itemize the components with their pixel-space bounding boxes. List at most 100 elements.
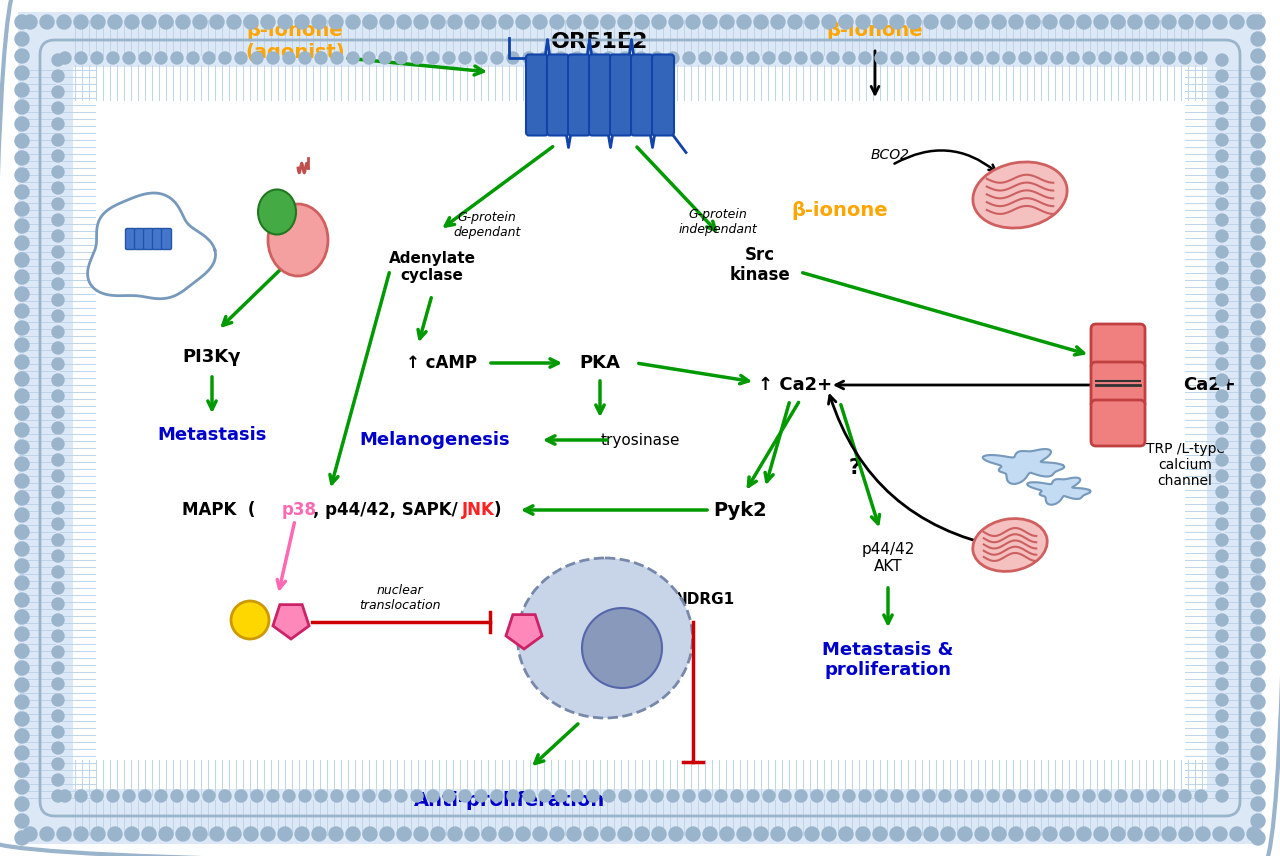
FancyBboxPatch shape (125, 229, 136, 249)
Circle shape (15, 610, 29, 624)
Circle shape (52, 118, 64, 130)
Circle shape (635, 827, 649, 841)
Circle shape (15, 712, 29, 726)
Circle shape (15, 134, 29, 148)
Circle shape (763, 790, 774, 802)
Circle shape (227, 827, 241, 841)
Circle shape (15, 576, 29, 590)
Circle shape (940, 52, 951, 64)
Text: MAPK  (: MAPK ( (182, 501, 256, 519)
Circle shape (873, 827, 887, 841)
Circle shape (1128, 15, 1142, 29)
Text: Pyk2: Pyk2 (713, 501, 767, 520)
Circle shape (413, 827, 428, 841)
Text: Adenylate
cyclase: Adenylate cyclase (389, 251, 475, 283)
Text: OR51E2: OR51E2 (127, 217, 169, 227)
Circle shape (987, 790, 998, 802)
Circle shape (924, 15, 938, 29)
Circle shape (15, 83, 29, 97)
Circle shape (1251, 83, 1265, 97)
Circle shape (52, 774, 64, 786)
Circle shape (788, 827, 803, 841)
Circle shape (15, 814, 29, 828)
Circle shape (1115, 790, 1126, 802)
Circle shape (1251, 49, 1265, 63)
Circle shape (332, 790, 343, 802)
Circle shape (108, 790, 119, 802)
Circle shape (1216, 790, 1228, 802)
Circle shape (716, 790, 727, 802)
Circle shape (1213, 15, 1228, 29)
Text: Anti-proliferation: Anti-proliferation (415, 790, 605, 810)
Circle shape (52, 758, 64, 770)
Circle shape (652, 52, 663, 64)
Circle shape (1216, 86, 1228, 98)
Circle shape (15, 746, 29, 760)
Circle shape (108, 15, 122, 29)
Circle shape (1251, 219, 1265, 233)
Circle shape (1128, 827, 1142, 841)
Circle shape (1251, 423, 1265, 437)
Circle shape (571, 790, 582, 802)
Circle shape (686, 15, 700, 29)
Circle shape (52, 374, 64, 386)
Circle shape (448, 15, 462, 29)
Circle shape (1251, 321, 1265, 335)
Circle shape (890, 15, 904, 29)
Circle shape (539, 52, 550, 64)
Circle shape (91, 790, 102, 802)
Circle shape (15, 474, 29, 488)
Circle shape (1251, 780, 1265, 794)
Circle shape (532, 827, 547, 841)
Circle shape (74, 15, 88, 29)
Circle shape (844, 790, 855, 802)
Circle shape (187, 790, 198, 802)
Circle shape (52, 70, 64, 82)
Circle shape (923, 52, 934, 64)
Circle shape (312, 827, 326, 841)
Circle shape (1251, 474, 1265, 488)
Circle shape (52, 646, 64, 658)
Circle shape (15, 202, 29, 216)
Circle shape (908, 52, 919, 64)
Circle shape (972, 52, 983, 64)
Circle shape (955, 52, 966, 64)
Circle shape (1216, 774, 1228, 786)
Circle shape (507, 790, 518, 802)
Circle shape (15, 491, 29, 505)
Circle shape (15, 117, 29, 131)
Circle shape (347, 790, 358, 802)
Circle shape (15, 763, 29, 777)
Circle shape (737, 15, 751, 29)
Circle shape (125, 827, 140, 841)
Circle shape (15, 389, 29, 403)
Circle shape (957, 827, 972, 841)
Circle shape (346, 827, 360, 841)
Circle shape (1251, 712, 1265, 726)
Circle shape (957, 15, 972, 29)
Circle shape (972, 790, 983, 802)
Circle shape (23, 15, 37, 29)
FancyBboxPatch shape (611, 55, 632, 135)
Circle shape (1216, 310, 1228, 322)
Text: β: β (273, 205, 282, 218)
Circle shape (1162, 15, 1176, 29)
Circle shape (1216, 342, 1228, 354)
Circle shape (346, 15, 360, 29)
Circle shape (524, 52, 535, 64)
Circle shape (1076, 827, 1091, 841)
Circle shape (140, 52, 151, 64)
Circle shape (955, 790, 966, 802)
Circle shape (1100, 52, 1111, 64)
Ellipse shape (973, 519, 1047, 572)
Circle shape (193, 15, 207, 29)
Circle shape (1164, 52, 1175, 64)
Circle shape (1247, 15, 1261, 29)
Bar (18, 12, 73, 840)
Circle shape (1251, 185, 1265, 199)
Circle shape (1251, 593, 1265, 607)
Circle shape (329, 827, 343, 841)
Circle shape (780, 52, 791, 64)
Circle shape (618, 827, 632, 841)
Circle shape (59, 790, 70, 802)
